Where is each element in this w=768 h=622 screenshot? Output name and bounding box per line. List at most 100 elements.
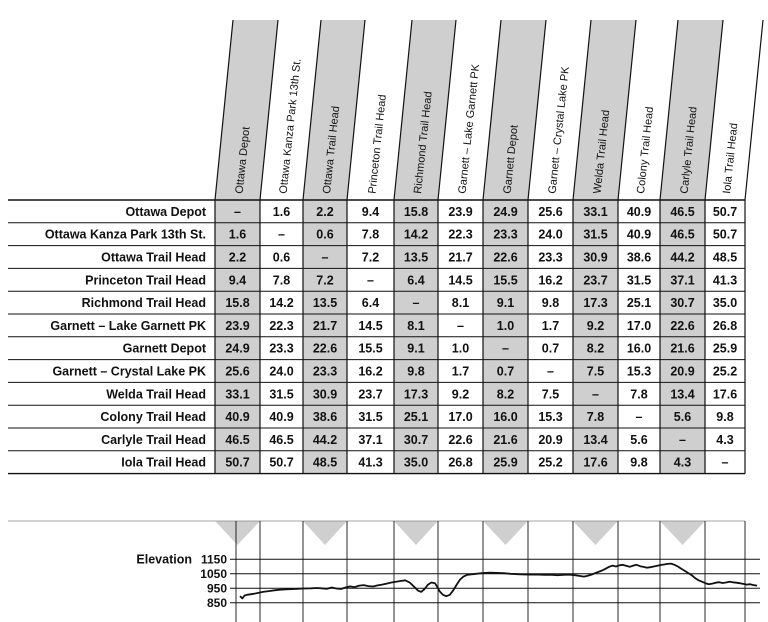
distance-cell: 35.0 <box>713 296 737 310</box>
column-header-garnett-crystal-lake-pk: Garnett – Crystal Lake PK <box>547 65 572 194</box>
distance-cell: 15.3 <box>627 365 651 379</box>
distance-cell: 46.5 <box>670 228 694 242</box>
column-header-garnett-lake-garnett-pk: Garnett – Lake Garnett PK <box>457 63 483 194</box>
distance-cell: 8.2 <box>497 387 514 401</box>
header-divider <box>482 19 502 201</box>
distance-cell: 37.1 <box>358 433 382 447</box>
distance-cell: 26.8 <box>713 319 737 333</box>
row-label-colony-trail-head: Colony Trail Head <box>100 410 206 424</box>
header-divider <box>302 19 322 201</box>
distance-cell: – <box>413 296 420 310</box>
distance-cell: – <box>679 433 686 447</box>
header-divider <box>259 19 279 201</box>
distance-cell: 17.6 <box>583 456 607 470</box>
distance-cell: 44.2 <box>313 433 337 447</box>
column-pointers <box>8 520 745 545</box>
distance-cell: 23.7 <box>358 387 382 401</box>
distance-cell: 48.5 <box>713 251 737 265</box>
distance-cell: 16.0 <box>627 342 651 356</box>
header-band-richmond-trail-head <box>394 20 456 200</box>
distance-cell: 25.9 <box>713 342 737 356</box>
distance-cell: 2.2 <box>229 251 246 265</box>
row-label-ottawa-kanza-park-13th-st: Ottawa Kanza Park 13th St. <box>45 228 206 242</box>
distance-cell: 1.7 <box>542 319 559 333</box>
distance-cell: 50.7 <box>225 456 249 470</box>
elevation-tick-label: 850 <box>207 596 227 610</box>
distance-cell: 21.6 <box>493 433 517 447</box>
distance-cell: 21.7 <box>448 251 472 265</box>
distance-cell: 40.9 <box>225 410 249 424</box>
header-divider <box>744 19 764 201</box>
distance-cell: 22.6 <box>670 319 694 333</box>
header-divider <box>393 19 413 201</box>
distance-cell: 15.8 <box>225 296 249 310</box>
distance-table: Ottawa Depot – 1.6 2.2 9.4 15.8 23.9 24.9 25.6 33… <box>8 199 746 475</box>
distance-cell: 14.2 <box>269 296 293 310</box>
distance-cell: 0.7 <box>497 365 514 379</box>
distance-cell: 21.7 <box>313 319 337 333</box>
distance-cell: 40.9 <box>627 228 651 242</box>
distance-cell: 1.6 <box>273 205 290 219</box>
distance-cell: 22.3 <box>448 228 472 242</box>
distance-cell: 14.2 <box>404 228 428 242</box>
distance-cell: 24.0 <box>538 228 562 242</box>
distance-cell: – <box>722 456 729 470</box>
distance-cell: 15.3 <box>538 410 562 424</box>
header-divider <box>704 19 724 201</box>
distance-cell: – <box>592 387 599 401</box>
elevation-tick-label: 1150 <box>201 552 227 566</box>
distance-cell: 9.8 <box>407 365 424 379</box>
stop-pointer-ottawa-depot <box>215 521 260 545</box>
distance-cell: 17.0 <box>448 410 472 424</box>
distance-cell: 0.6 <box>316 228 333 242</box>
row-label-richmond-trail-head: Richmond Trail Head <box>82 296 206 310</box>
distance-cell: 25.9 <box>493 456 517 470</box>
distance-cell: 38.6 <box>627 251 651 265</box>
distance-cell: 7.8 <box>587 410 604 424</box>
distance-cell: 31.5 <box>358 410 382 424</box>
elevation-line <box>239 562 758 600</box>
distance-cell: 9.4 <box>362 205 379 219</box>
distance-cell: 9.1 <box>407 342 424 356</box>
distance-cell: – <box>367 273 374 287</box>
distance-cell: 17.6 <box>713 387 737 401</box>
distance-cell: 26.8 <box>448 456 472 470</box>
distance-cell: 46.5 <box>225 433 249 447</box>
distance-cell: 7.8 <box>630 387 647 401</box>
distance-cell: 9.2 <box>452 387 469 401</box>
elevation-tick-label: 1050 <box>200 567 227 581</box>
row-label-carlyle-trail-head: Carlyle Trail Head <box>101 433 206 447</box>
column-header-iola-trail-head: Iola Trail Head <box>721 123 740 195</box>
distance-cell: 15.5 <box>358 342 382 356</box>
distance-cell: 30.9 <box>313 387 337 401</box>
row-label-garnett-crystal-lake-pk: Garnett – Crystal Lake PK <box>52 365 206 379</box>
distance-cell: 7.2 <box>362 251 379 265</box>
distance-cell: 37.1 <box>670 273 694 287</box>
distance-cell: 7.5 <box>542 387 559 401</box>
distance-cell: 7.8 <box>362 228 379 242</box>
row-label-garnett-lake-garnett-pk: Garnett – Lake Garnett PK <box>50 319 206 333</box>
distance-cell: 25.1 <box>627 296 651 310</box>
distance-cell: 22.6 <box>313 342 337 356</box>
elevation-label: Elevation <box>136 552 192 566</box>
distance-cell: 41.3 <box>358 456 382 470</box>
distance-cell: 38.6 <box>313 410 337 424</box>
distance-cell: 40.9 <box>627 205 651 219</box>
distance-cell: 41.3 <box>713 273 737 287</box>
distance-cell: 25.2 <box>538 456 562 470</box>
distance-cell: 14.5 <box>448 273 472 287</box>
distance-cell: – <box>547 365 554 379</box>
distance-cell: 1.7 <box>452 365 469 379</box>
stop-pointer-richmond-trail-head <box>394 521 438 545</box>
distance-cell: 16.0 <box>493 410 517 424</box>
header-band-garnett-depot <box>483 20 546 200</box>
header-divider <box>346 19 366 201</box>
distance-cell: 23.3 <box>493 228 517 242</box>
elevation-tick-label: 950 <box>207 581 227 595</box>
distance-cell: 46.5 <box>269 433 293 447</box>
distance-cell: 25.1 <box>404 410 428 424</box>
distance-cell: 22.6 <box>493 251 517 265</box>
distance-cell: 1.6 <box>229 228 246 242</box>
